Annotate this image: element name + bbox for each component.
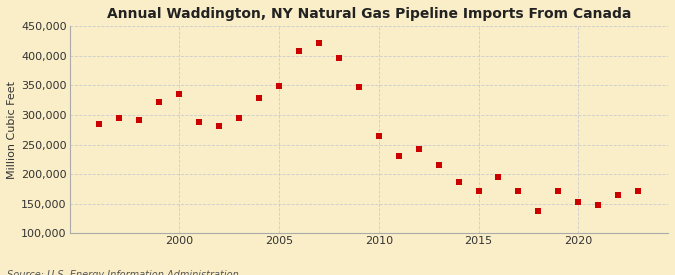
Point — [134, 117, 144, 122]
Point — [273, 84, 284, 88]
Point — [593, 203, 603, 207]
Title: Annual Waddington, NY Natural Gas Pipeline Imports From Canada: Annual Waddington, NY Natural Gas Pipeli… — [107, 7, 631, 21]
Text: Source: U.S. Energy Information Administration: Source: U.S. Energy Information Administ… — [7, 271, 238, 275]
Point — [114, 116, 125, 120]
Point — [453, 180, 464, 185]
Point — [632, 188, 643, 193]
Point — [313, 41, 324, 45]
Point — [493, 175, 504, 179]
Point — [433, 163, 444, 167]
Point — [194, 120, 205, 124]
Point — [214, 123, 225, 128]
Y-axis label: Million Cubic Feet: Million Cubic Feet — [7, 81, 17, 179]
Point — [413, 147, 424, 151]
Point — [354, 84, 364, 89]
Point — [394, 154, 404, 159]
Point — [573, 200, 584, 204]
Point — [94, 122, 105, 126]
Point — [373, 133, 384, 138]
Point — [333, 56, 344, 60]
Point — [553, 188, 564, 193]
Point — [154, 100, 165, 104]
Point — [294, 49, 304, 53]
Point — [613, 193, 624, 198]
Point — [473, 188, 484, 193]
Point — [533, 209, 544, 214]
Point — [234, 116, 244, 120]
Point — [254, 96, 265, 101]
Point — [174, 92, 185, 96]
Point — [513, 188, 524, 193]
